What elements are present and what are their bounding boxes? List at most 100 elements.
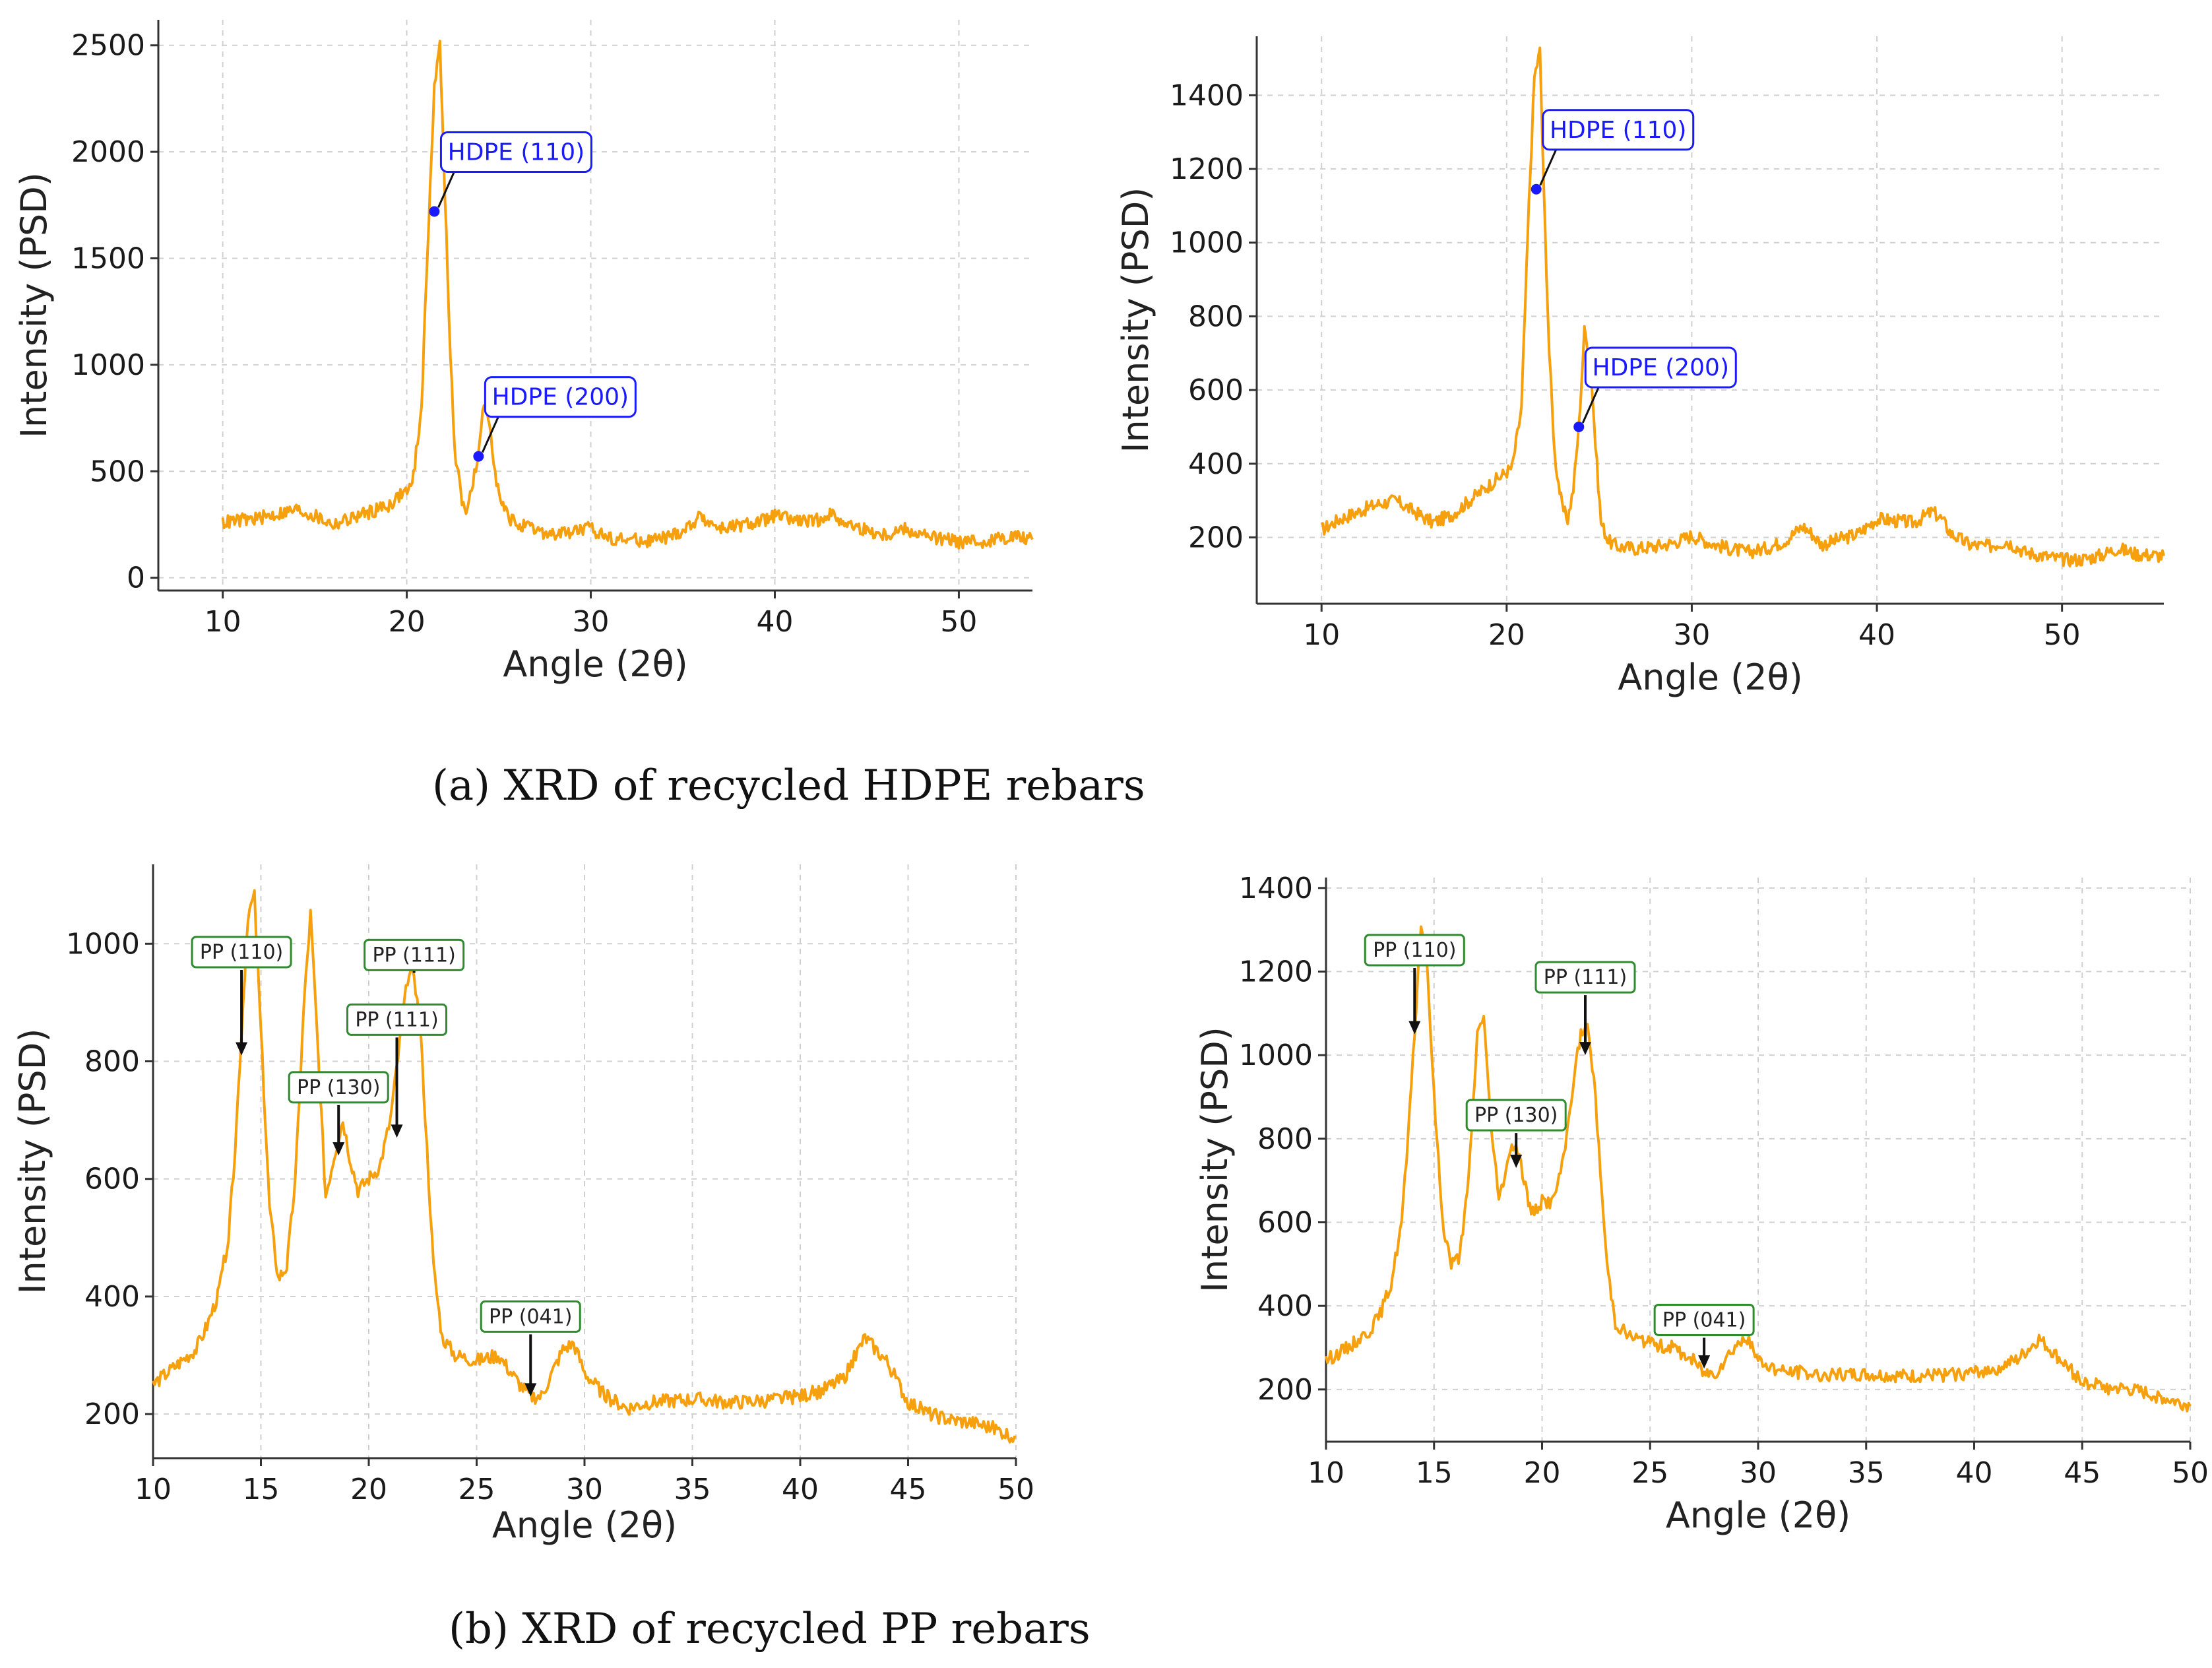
annotation-label: PP (130)	[1474, 1104, 1558, 1127]
chart-hdpe-right: 10 20 30 40 50 200 400 600 800 1000 1200 1400 Angle …	[1115, 36, 2165, 698]
series-line	[152, 889, 1017, 1444]
x-tick-label: 50	[2044, 618, 2081, 652]
annotation-box	[1542, 109, 1695, 151]
y-tick-label: 500	[90, 455, 145, 488]
series-line	[221, 40, 1034, 550]
x-tick-label: 20	[389, 605, 426, 639]
annotation-box	[191, 936, 292, 969]
annotation-label: HDPE (110)	[448, 139, 585, 166]
y-tick-label: 800	[1257, 1122, 1313, 1156]
x-tick-label: 10	[1308, 1456, 1344, 1490]
y-tick-label: 400	[84, 1280, 140, 1314]
y-tick-label: 600	[1257, 1206, 1313, 1240]
y-axis-label: Intensity (PSD)	[1115, 187, 1156, 453]
annotation-arrowhead	[391, 1124, 403, 1138]
annotation-point	[473, 451, 484, 462]
x-axis-label: Angle (2θ)	[492, 1504, 677, 1546]
y-tick-label: 2000	[71, 135, 145, 169]
x-axis-label: Angle (2θ)	[503, 643, 687, 685]
annotation-box	[439, 131, 592, 173]
y-tick-label: 200	[1188, 521, 1244, 554]
annotation-box	[1364, 934, 1465, 967]
x-tick-label: 50	[997, 1473, 1034, 1506]
x-tick-label: 20	[350, 1473, 387, 1506]
x-axis-label: Angle (2θ)	[1666, 1494, 1850, 1536]
annotation-arrow	[481, 416, 499, 453]
x-tick-label: 40	[1858, 618, 1895, 652]
annotation-label: HDPE (200)	[1593, 354, 1730, 381]
annotation-label: HDPE (110)	[1550, 117, 1687, 144]
x-tick-label: 45	[2064, 1456, 2101, 1490]
x-tick-label: 30	[1740, 1456, 1777, 1490]
y-tick-label: 1000	[1170, 226, 1244, 260]
series-line	[1325, 925, 2192, 1413]
y-tick-label: 1000	[1239, 1039, 1313, 1072]
x-tick-label: 10	[1303, 618, 1340, 652]
x-tick-label: 10	[205, 605, 241, 639]
annotation-box	[484, 376, 637, 418]
y-tick-label: 1000	[71, 348, 145, 382]
y-tick-label: 0	[127, 561, 145, 595]
annotation-label: PP (111)	[1544, 966, 1627, 989]
y-axis-label: Intensity (PSD)	[12, 1029, 53, 1295]
x-tick-label: 40	[782, 1473, 819, 1506]
y-tick-label: 1200	[1239, 955, 1313, 989]
y-tick-label: 200	[84, 1397, 140, 1431]
x-tick-label: 40	[756, 605, 793, 639]
x-tick-label: 20	[1488, 618, 1525, 652]
y-tick-label: 200	[1257, 1373, 1313, 1407]
y-tick-label: 800	[84, 1045, 140, 1079]
annotation-box	[1534, 961, 1636, 994]
annotation-box	[1584, 346, 1737, 389]
y-tick-label: 600	[84, 1163, 140, 1196]
annotation-box	[346, 1003, 448, 1036]
y-tick-label: 800	[1188, 300, 1244, 333]
annotation-label: PP (130)	[297, 1076, 380, 1099]
annotation-arrowhead	[236, 1042, 248, 1056]
annotation-box	[480, 1300, 581, 1333]
x-axis-label: Angle (2θ)	[1618, 657, 1802, 698]
x-tick-label: 50	[940, 605, 977, 639]
annotation-point	[1531, 183, 1542, 195]
x-tick-label: 35	[1848, 1456, 1885, 1490]
annotation-point	[429, 206, 440, 217]
y-tick-label: 600	[1188, 373, 1244, 407]
y-tick-label: 1000	[66, 927, 140, 961]
x-tick-label: 25	[458, 1473, 495, 1506]
annotation-arrowhead	[1510, 1155, 1523, 1169]
caption-a: (a) XRD of recycled HDPE rebars	[432, 761, 1145, 810]
y-tick-label: 400	[1257, 1289, 1313, 1323]
annotation-box	[363, 938, 465, 971]
annotation-box	[288, 1071, 389, 1104]
caption-b: (b) XRD of recycled PP rebars	[449, 1605, 1090, 1653]
x-tick-label: 30	[566, 1473, 603, 1506]
chart-pp-right: 10 15 20 25 30 35 40 45 50 200 400 600 800 1000 1200 14…	[1194, 872, 2209, 1536]
y-tick-label: 2500	[71, 29, 145, 63]
x-tick-label: 35	[674, 1473, 711, 1506]
y-tick-label: 1400	[1170, 79, 1244, 112]
annotation-arrowhead	[1698, 1355, 1711, 1369]
annotation-box	[1653, 1304, 1755, 1336]
annotation-label: PP (110)	[1373, 939, 1456, 962]
x-tick-label: 10	[135, 1473, 172, 1506]
x-tick-label: 25	[1631, 1456, 1668, 1490]
annotation-label: PP (110)	[200, 941, 283, 964]
y-axis-label: Intensity (PSD)	[13, 172, 55, 438]
x-tick-label: 40	[1956, 1456, 1993, 1490]
annotation-arrowhead	[1579, 1042, 1591, 1056]
annotation-box	[1465, 1099, 1567, 1132]
x-tick-label: 50	[2172, 1456, 2209, 1490]
annotation-arrowhead	[332, 1142, 345, 1156]
annotation-label: PP (041)	[489, 1305, 572, 1328]
y-tick-label: 400	[1188, 447, 1244, 481]
annotation-arrowhead	[1408, 1021, 1421, 1035]
annotation-arrowhead	[524, 1383, 537, 1397]
x-tick-label: 20	[1524, 1456, 1561, 1490]
y-tick-label: 1500	[71, 241, 145, 275]
annotation-arrow	[1581, 387, 1600, 424]
y-tick-label: 1200	[1170, 152, 1244, 186]
annotation-point	[1573, 421, 1585, 432]
annotation-label: HDPE (200)	[492, 384, 629, 411]
